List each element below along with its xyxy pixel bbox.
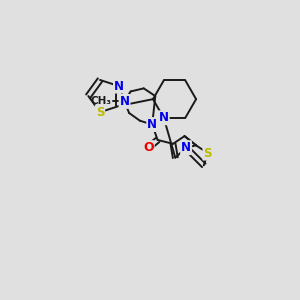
Text: N: N bbox=[114, 80, 124, 93]
Text: S: S bbox=[96, 106, 104, 119]
Text: S: S bbox=[203, 146, 212, 160]
Text: N: N bbox=[147, 118, 157, 131]
Text: CH₃: CH₃ bbox=[90, 96, 111, 106]
Text: N: N bbox=[181, 141, 191, 154]
Text: N: N bbox=[159, 111, 169, 124]
Text: N: N bbox=[119, 95, 130, 108]
Text: O: O bbox=[143, 141, 154, 154]
